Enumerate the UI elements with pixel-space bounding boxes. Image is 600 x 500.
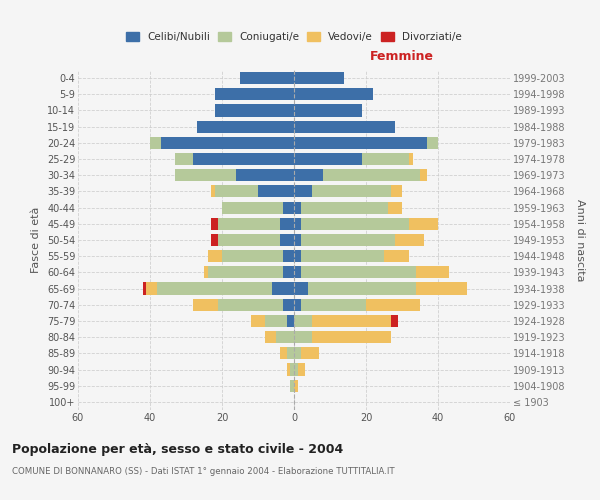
Bar [197,120,294,132]
Bar [294,298,301,311]
Bar [294,282,308,294]
Bar [391,186,402,198]
Bar [204,266,208,278]
Bar [301,298,366,311]
Bar [294,250,301,262]
Bar [157,282,272,294]
Bar [294,218,301,230]
Bar [236,169,294,181]
Bar [388,202,402,213]
Bar [280,218,294,230]
Bar [294,88,373,101]
Text: Popolazione per età, sesso e stato civile - 2004: Popolazione per età, sesso e stato civil… [12,442,343,456]
Bar [384,250,409,262]
Bar [211,234,218,246]
Bar [391,315,398,327]
Bar [312,315,391,327]
Bar [409,153,413,165]
Bar [215,104,294,117]
Bar [276,331,294,343]
Bar [427,137,438,149]
Bar [150,137,161,149]
Bar [290,364,294,376]
Bar [251,315,265,327]
Bar [395,234,424,246]
Bar [294,202,301,213]
Bar [294,348,301,360]
Bar [240,72,294,84]
Bar [294,169,323,181]
Bar [290,380,294,392]
Bar [301,202,388,213]
Bar [294,315,312,327]
Text: COMUNE DI BONNANARO (SS) - Dati ISTAT 1° gennaio 2004 - Elaborazione TUTTITALIA.: COMUNE DI BONNANARO (SS) - Dati ISTAT 1°… [12,468,395,476]
Bar [301,348,319,360]
Bar [294,331,312,343]
Bar [211,186,215,198]
Bar [161,137,294,149]
Bar [258,186,294,198]
Bar [143,282,146,294]
Bar [265,315,287,327]
Bar [294,120,395,132]
Bar [280,348,287,360]
Bar [283,266,294,278]
Bar [280,234,294,246]
Legend: Celibi/Nubili, Coniugati/e, Vedovi/e, Divorziati/e: Celibi/Nubili, Coniugati/e, Vedovi/e, Di… [122,28,466,46]
Bar [294,137,427,149]
Bar [175,169,236,181]
Y-axis label: Fasce di età: Fasce di età [31,207,41,273]
Bar [218,218,280,230]
Bar [362,153,409,165]
Text: Femmine: Femmine [370,50,434,63]
Bar [301,234,395,246]
Bar [283,298,294,311]
Bar [265,331,276,343]
Bar [287,348,294,360]
Bar [294,153,362,165]
Bar [323,169,420,181]
Bar [301,250,384,262]
Bar [175,153,193,165]
Bar [294,186,312,198]
Bar [298,364,305,376]
Bar [287,364,290,376]
Bar [283,202,294,213]
Bar [222,250,283,262]
Bar [272,282,294,294]
Bar [215,186,258,198]
Bar [211,218,218,230]
Bar [366,298,420,311]
Bar [294,266,301,278]
Bar [283,250,294,262]
Bar [208,250,222,262]
Y-axis label: Anni di nascita: Anni di nascita [575,198,585,281]
Bar [294,72,344,84]
Bar [294,234,301,246]
Bar [294,104,362,117]
Bar [218,234,280,246]
Bar [308,282,416,294]
Bar [294,364,298,376]
Bar [416,266,449,278]
Bar [218,298,283,311]
Bar [287,315,294,327]
Bar [215,88,294,101]
Bar [420,169,427,181]
Bar [294,380,298,392]
Bar [416,282,467,294]
Bar [193,298,218,311]
Bar [301,218,409,230]
Bar [193,153,294,165]
Bar [208,266,283,278]
Bar [409,218,438,230]
Bar [312,186,391,198]
Bar [312,331,391,343]
Bar [146,282,157,294]
Bar [222,202,283,213]
Bar [301,266,416,278]
